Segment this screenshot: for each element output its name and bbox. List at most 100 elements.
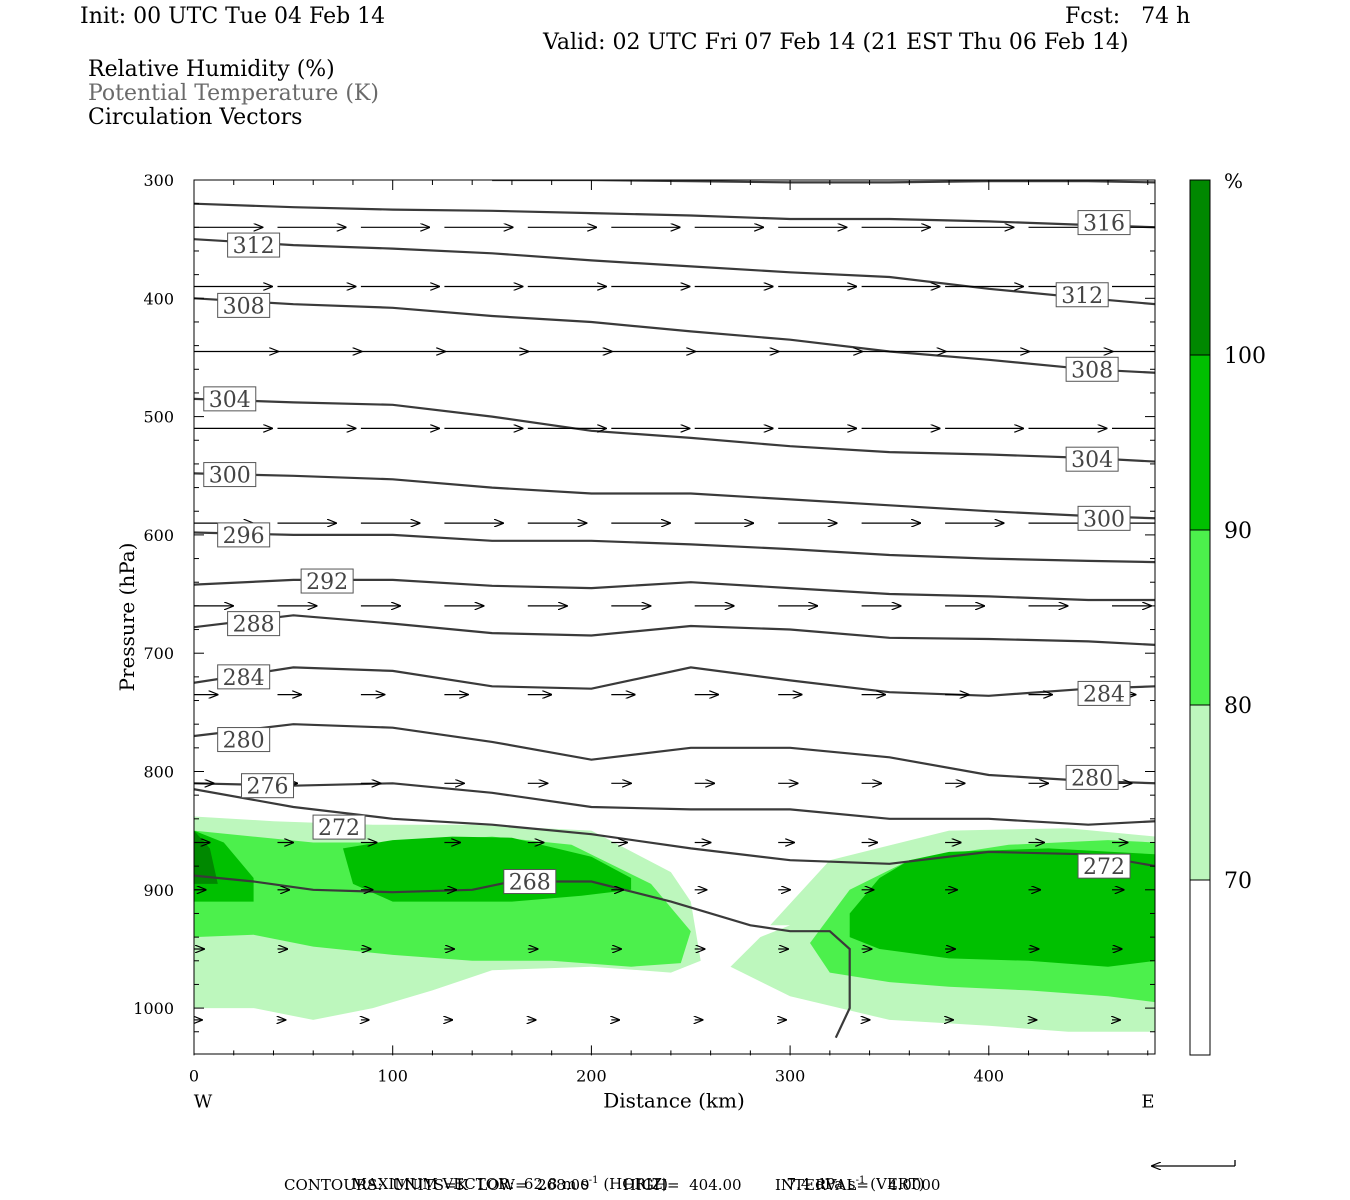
theta-label-text: 308 [223,294,265,319]
theta-label-box [1065,356,1119,382]
colorbar-segment-4 [1190,880,1210,1055]
theta-label-text: 296 [223,524,265,549]
x-axis-label: Distance (km) [603,1088,745,1112]
theta-label-text: 284 [223,666,265,691]
y-tick-label-400: 400 [143,289,174,308]
theta-label-box [217,664,271,690]
theta-label-box [312,814,366,840]
theta-contour-layer [194,180,1155,1039]
theta-label-312-0: 312 [227,232,281,259]
theta-label-284-17: 284 [1077,680,1131,707]
rh-field-label: Relative Humidity (%) [88,57,335,82]
theta-label-284-7: 284 [217,664,271,691]
plot-frame [193,179,1156,1055]
valid-time: Valid: 02 UTC Fri 07 Feb 14 (21 EST Thu … [543,30,1129,55]
axis-layer: 300 400 500 600 700 800 900 1000 0 100 200 300 400 Di… [115,171,1155,1112]
theta-contour-288 [194,614,1155,646]
theta-label-box [227,232,281,258]
theta-label-296-4: 296 [217,522,271,549]
vert-vector-line: 7.4 dPa s-1 (VERT) [777,1157,925,1193]
east-label: E [1141,1091,1154,1112]
theta-contour-280 [194,723,1155,785]
theta-contour-300 [194,472,1155,520]
vert-label: (VERT) [870,1175,925,1193]
theta-label-288-6: 288 [227,611,281,638]
theta-contour-304 [194,397,1155,463]
theta-label-box [300,568,354,594]
y-tick-label-700: 700 [143,644,174,663]
theta-label-box [227,611,281,637]
theta-label-300-3: 300 [203,462,257,489]
reference-vector [1152,1160,1236,1166]
init-time: Init: 00 UTC Tue 04 Feb 14 [80,4,386,29]
theta-label-box [1077,210,1131,236]
colorbar-label-90: 90 [1224,519,1252,544]
colorbar: 70 80 90 100% [1189,169,1266,1056]
colorbar-segment-1 [1190,355,1210,530]
theta-label-box [217,522,271,548]
x-tick-label-200: 200 [576,1066,607,1085]
theta-label-316-12: 316 [1077,210,1131,237]
theta-label-300-16: 300 [1077,505,1131,532]
colorbar-label-100: 100 [1224,344,1266,369]
colorbar-segment-2 [1190,530,1210,705]
theta-label-text: 300 [1083,507,1125,532]
colorbar-segment-3 [1190,705,1210,880]
x-tick-label-0: 0 [189,1066,199,1085]
theta-label-text: 300 [209,464,251,489]
y-tick-label-600: 600 [143,526,174,545]
vert-unit-exponent: -1 [855,1175,866,1186]
theta-label-box [1055,282,1109,308]
y-axis-label: Pressure (hPa) [115,543,139,692]
theta-contour-268 [194,874,851,1039]
horiz-unit-exponent: -1 [588,1175,599,1186]
field-list: Relative Humidity (%) Potential Temperat… [88,58,379,130]
x-tick-label-100: 100 [377,1066,408,1085]
theta-contour-284 [194,666,1155,697]
theta-label-text: 280 [1071,766,1113,791]
rh-region-100-7 [194,830,218,884]
theta-label-box [217,292,271,318]
x-tick-label-300: 300 [775,1066,806,1085]
forecast-hour: Fcst: 74 h [1065,4,1191,29]
west-label: W [194,1091,213,1112]
theta-label-box [203,386,257,412]
max-vector-line: MAXIMUM VECTOR: 62.8 m s-1 (HORIZ) [342,1157,669,1193]
theta-label-304-15: 304 [1065,446,1119,473]
theta-label-304-2: 304 [203,386,257,413]
theta-label-box [203,462,257,488]
theta-contour-276 [194,782,1155,826]
theta-label-layer: 312 308 304 300 296 292 288 284 280 276 272 268 316 3… [203,210,1131,896]
y-tick-label-900: 900 [143,881,174,900]
theta-contour-312 [194,238,1155,306]
theta-label-box [503,869,557,895]
theta-label-text: 272 [1083,855,1125,880]
theta-contour-292 [194,578,1155,602]
theta-label-312-13: 312 [1055,282,1109,309]
theta-label-276-9: 276 [241,773,295,800]
max-vector-text: MAXIMUM VECTOR: 62.8 m s [351,1175,589,1193]
theta-contour-296 [194,531,1155,564]
rh-region-90-5 [343,836,632,902]
theta-label-272-10: 272 [312,814,366,841]
theta-label-box [1065,446,1119,472]
theta-label-272-19: 272 [1077,853,1131,880]
x-tick-label-400: 400 [974,1066,1005,1085]
theta-label-text: 268 [509,871,551,896]
theta-label-box [1077,853,1131,879]
theta-label-text: 272 [318,816,360,841]
theta-contour-308 [194,297,1155,374]
theta-label-text: 308 [1071,358,1113,383]
horiz-label: (HORIZ) [603,1175,669,1193]
theta-label-text: 288 [233,613,275,638]
theta-label-text: 304 [1071,448,1113,473]
theta-label-292-5: 292 [300,568,354,595]
theta-contour-316 [194,202,1155,229]
y-tick-label-800: 800 [143,763,174,782]
theta-label-308-1: 308 [217,292,271,319]
colorbar-unit: % [1224,169,1243,193]
rh-fill-layer [194,816,1155,1032]
y-tick-label-300: 300 [143,171,174,190]
theta-label-280-8: 280 [217,727,271,754]
